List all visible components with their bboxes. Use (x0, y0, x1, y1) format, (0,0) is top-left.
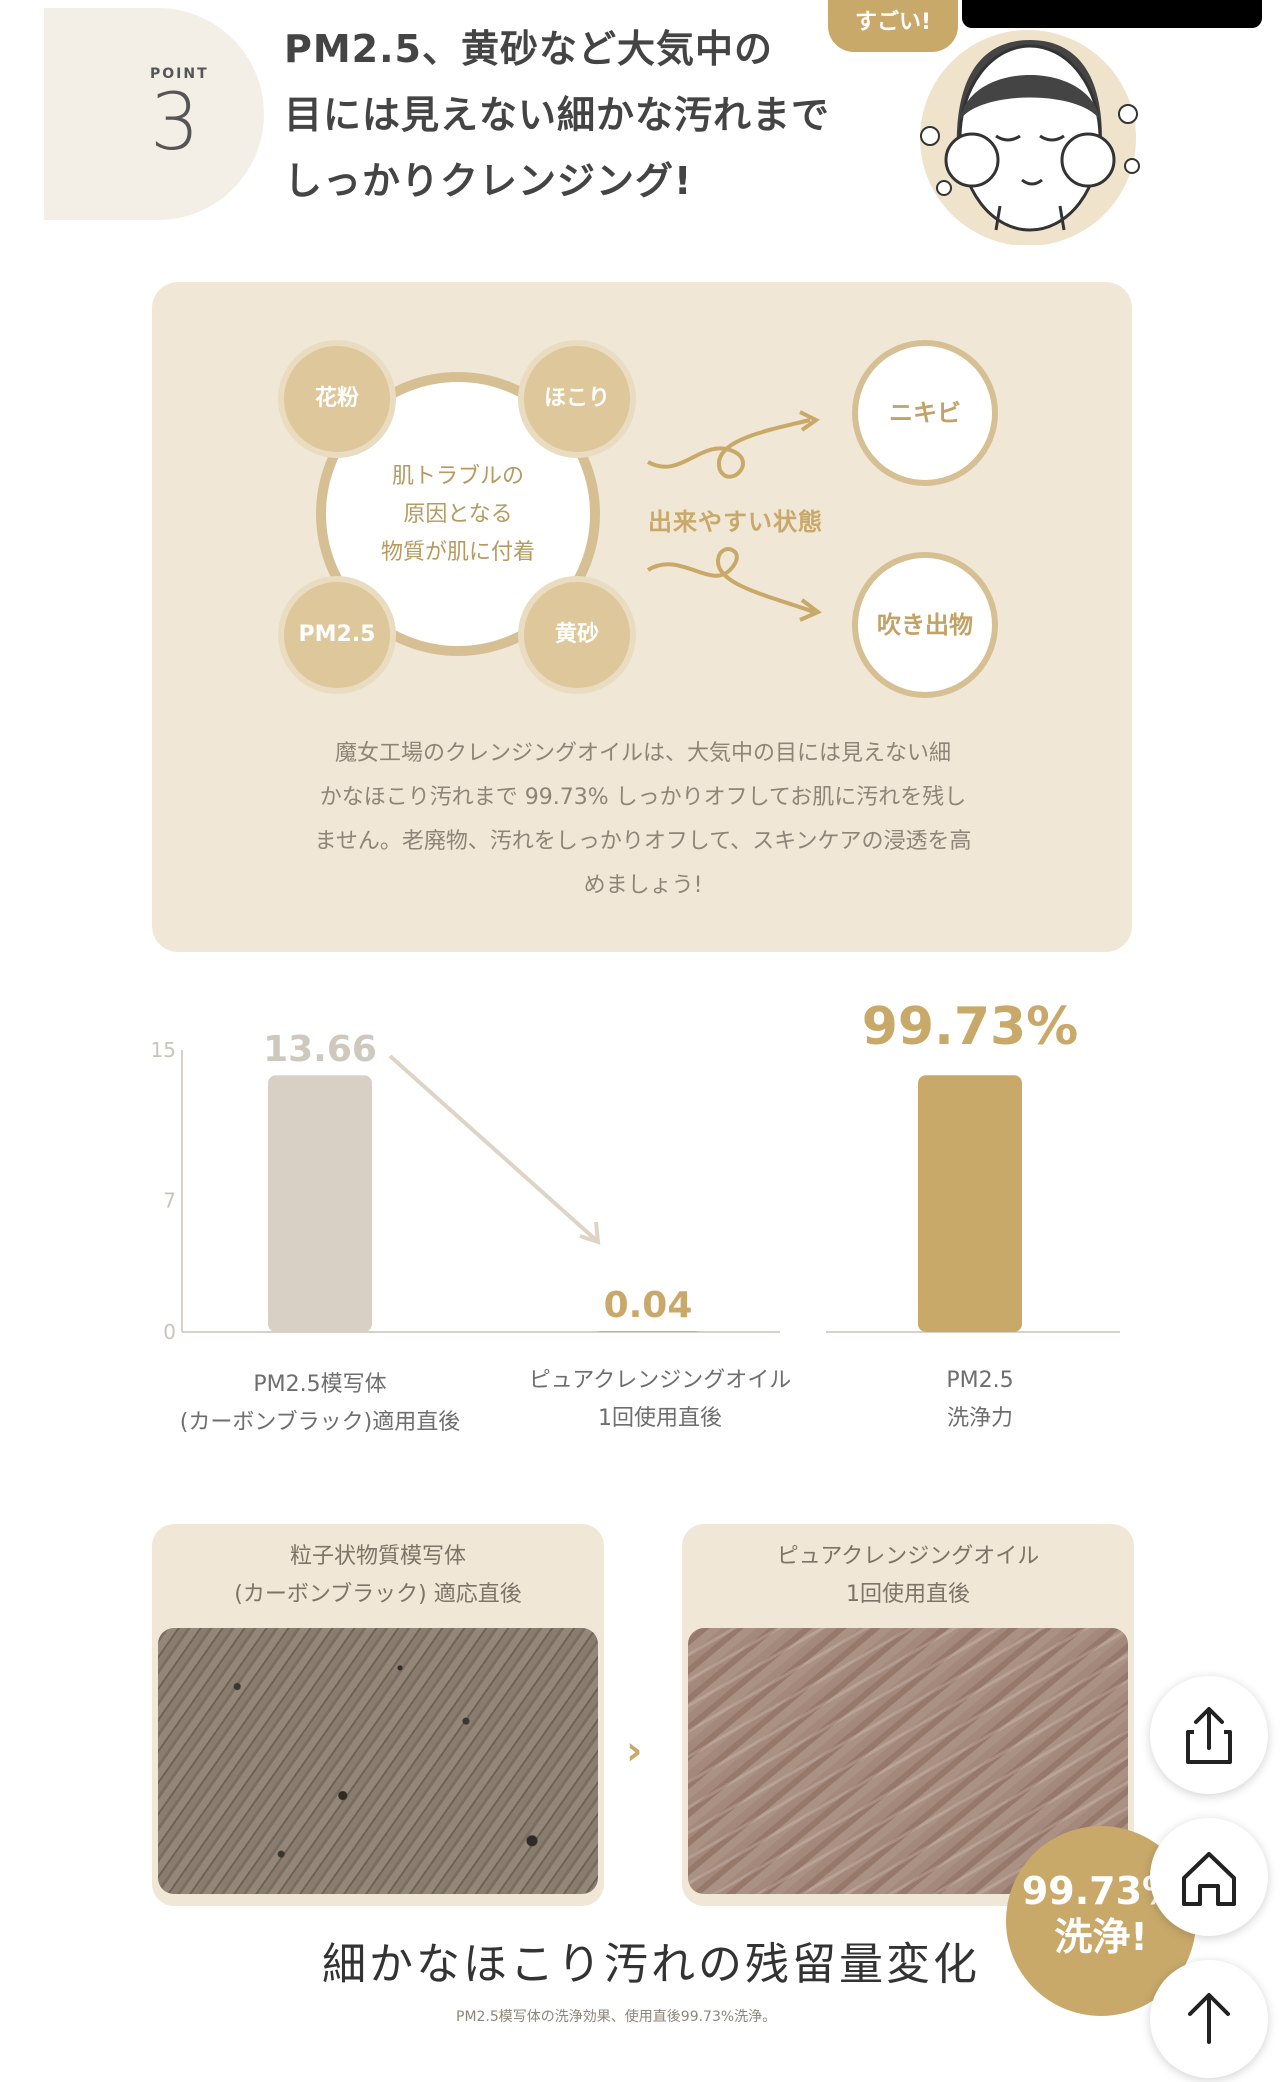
particle-pollen: 花粉 (278, 340, 396, 458)
bottom-note: PM2.5模写体の洗浄効果、使用直後99.73%洗浄。 (456, 2009, 777, 2025)
caption-after-line2: 1回使用直後 (598, 1406, 722, 1431)
photo-before (158, 1628, 598, 1894)
face-washing-illustration (900, 20, 1160, 246)
share-button[interactable] (1150, 1676, 1268, 1794)
state-label: 出来やすい状態 (648, 508, 823, 536)
home-icon (1182, 1852, 1236, 1906)
description-line1: 魔女工場のクレンジングオイルは、大気中の目には見えない細 (334, 741, 951, 766)
pm25-bar-chart: 15 7 0 13.66 0.04 99.73% (151, 1000, 1120, 1344)
caption-summary: PM2.5 洗浄力 (880, 1362, 1080, 1438)
caption-summary-line2: 洗浄力 (946, 1406, 1013, 1431)
badge-line2: 洗浄! (1054, 1915, 1148, 1959)
summary-value-label: 99.73% (862, 1000, 1079, 1057)
chevron-right-icon: › (626, 1728, 643, 1774)
center-line1: 肌トラブルの (391, 464, 524, 489)
center-line3: 物質が肌に付着 (380, 540, 535, 565)
bottom-title: 細かなほこり汚れの残留量変化 (322, 1939, 980, 1990)
center-text: 肌トラブルの 原因となる 物質が肌に付着 (340, 458, 576, 572)
card-before-line1: 粒子状物質模写体 (289, 1544, 466, 1569)
caption-before: PM2.5模写体 (カーボンブラック)適用直後 (160, 1366, 480, 1442)
caption-before-line1: PM2.5模写体 (253, 1372, 387, 1397)
outcome-acne: ニキビ (852, 340, 998, 486)
y-tick-label: 15 (151, 1038, 176, 1062)
card-after-title: ピュアクレンジングオイル 1回使用直後 (682, 1538, 1134, 1614)
decrease-arrow (388, 1054, 598, 1242)
headline: PM2.5、黄砂など大気中の 目には見えない細かな汚れまで しっかりクレンジング… (284, 16, 904, 214)
bar (268, 1075, 372, 1332)
headline-line2: 目には見えない細かな汚れまで (284, 93, 831, 137)
panel-description: 魔女工場のクレンジングオイルは、大気中の目には見えない細 かなほこり汚れまで 9… (290, 732, 996, 908)
caption-summary-line1: PM2.5 (946, 1368, 1014, 1393)
home-button[interactable] (1150, 1818, 1268, 1936)
swirl-arrows (646, 410, 822, 622)
headline-line1: PM2.5、黄砂など大気中の (284, 27, 773, 71)
particle-yellow-sand: 黄砂 (518, 576, 636, 694)
card-after-line2: 1回使用直後 (846, 1582, 970, 1607)
bar-value-label: 0.04 (604, 1285, 693, 1326)
bar (596, 1331, 700, 1332)
caption-after: ピュアクレンジングオイル 1回使用直後 (500, 1362, 820, 1438)
card-before-line2: (カーボンブラック) 適応直後 (234, 1582, 522, 1607)
particle-dust: ほこり (518, 340, 636, 458)
card-before-title: 粒子状物質模写体 (カーボンブラック) 適応直後 (152, 1538, 604, 1614)
description-line4: めましょう! (583, 873, 703, 898)
scroll-top-button[interactable] (1150, 1960, 1268, 2078)
card-after-line1: ピュアクレンジングオイル (776, 1544, 1040, 1569)
tag-sugoi: すごい! (828, 0, 958, 52)
point-badge (44, 8, 264, 220)
outcome-breakout: 吹き出物 (852, 552, 998, 698)
description-line3: ません。老廃物、汚れをしっかりオフして、スキンケアの浸透を高 (314, 829, 972, 854)
arrow-up-icon (1188, 1993, 1230, 2044)
description-line2: かなほこり汚れまで 99.73% しっかりオフしてお肌に汚れを残し (319, 785, 967, 810)
bar-value-label: 13.66 (263, 1029, 377, 1070)
caption-after-line1: ピュアクレンジングオイル (528, 1368, 792, 1393)
top-status-bar (962, 0, 1262, 28)
summary-bar (918, 1075, 1022, 1332)
point-number: 3 (150, 78, 200, 168)
particle-pm25: PM2.5 (278, 576, 396, 694)
y-tick-label: 0 (163, 1320, 176, 1344)
decrease-arrowhead (579, 1221, 601, 1245)
share-icon (1186, 1707, 1232, 1764)
y-tick-label: 7 (163, 1188, 176, 1212)
center-line2: 原因となる (403, 502, 513, 527)
point-label: POINT (150, 66, 209, 82)
headline-line3: しっかりクレンジング! (284, 159, 693, 203)
caption-before-line2: (カーボンブラック)適用直後 (179, 1410, 461, 1435)
